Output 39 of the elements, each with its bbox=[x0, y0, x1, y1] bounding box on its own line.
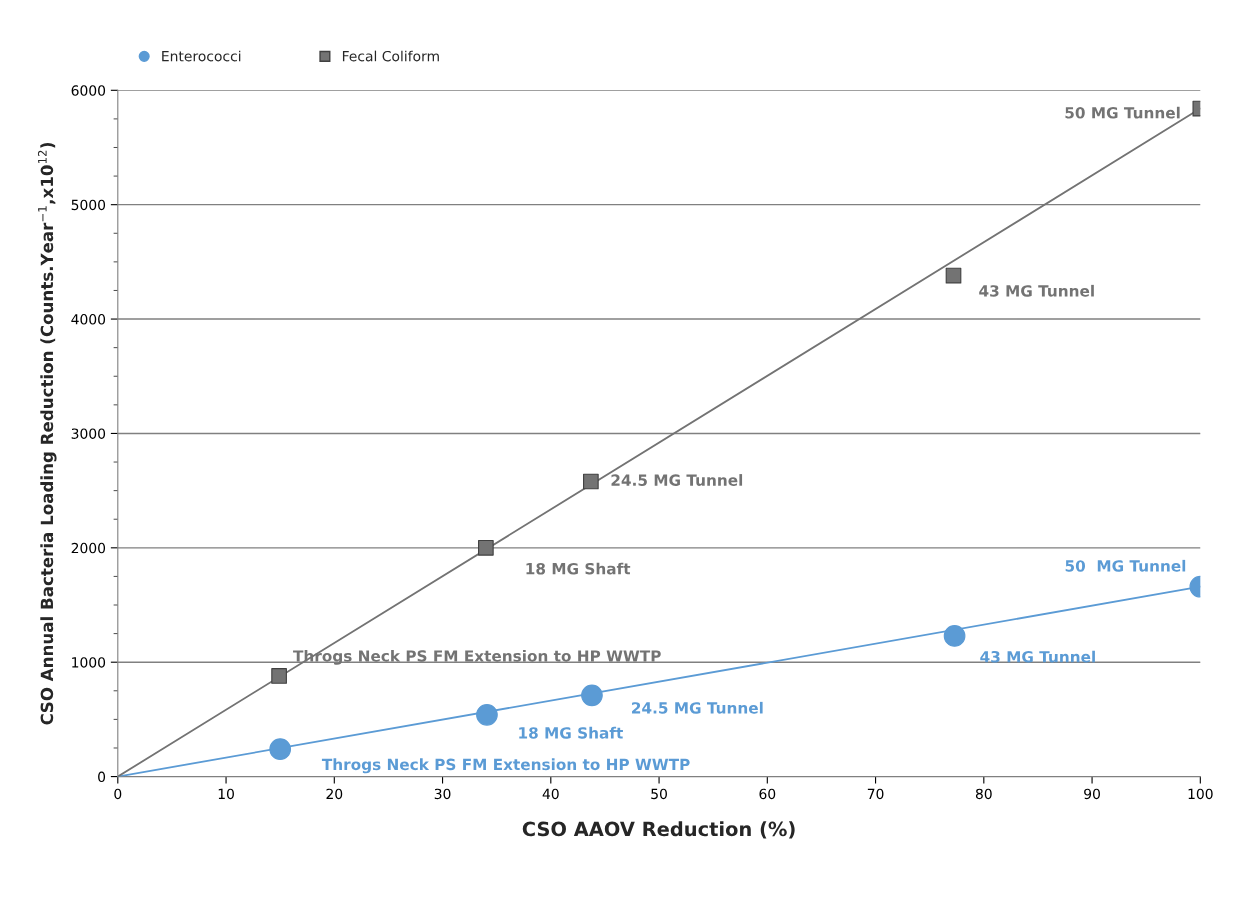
x-tick-label: 60 bbox=[759, 788, 776, 800]
y-tick-label: 2000 bbox=[71, 542, 106, 554]
point bbox=[271, 668, 287, 684]
annotation: 18 MG Shaft bbox=[519, 726, 623, 739]
x-tick-label: 50 bbox=[651, 788, 667, 800]
annotation: 18 MG Shaft bbox=[526, 562, 631, 575]
annotation: 24.5 MG Tunnel bbox=[611, 474, 743, 486]
point bbox=[478, 539, 494, 556]
x-tick-label: 90 bbox=[1084, 788, 1100, 800]
y-tick-label: 5000 bbox=[71, 199, 106, 211]
x-tick-label: 70 bbox=[867, 788, 884, 800]
annotation: 50 MG Tunnel bbox=[1065, 106, 1180, 119]
legend-label: Fecal Coliform bbox=[342, 50, 439, 62]
y-tick-label: 4000 bbox=[71, 314, 106, 325]
point bbox=[581, 684, 603, 707]
x-tick-label: 20 bbox=[326, 788, 343, 800]
x-tick-label: 40 bbox=[542, 788, 559, 800]
annotation: 24.5 MG Tunnel bbox=[632, 701, 763, 714]
y-tick-label: 6000 bbox=[71, 85, 106, 96]
x-tick-label: 0 bbox=[114, 788, 122, 800]
x-tick-label: 30 bbox=[434, 788, 451, 800]
y-tick-label: 1000 bbox=[72, 657, 106, 668]
x-axis-title: CSO AAOV Reduction (%) bbox=[522, 821, 795, 839]
annotation: 43 MG Tunnel bbox=[979, 284, 1094, 297]
annotation: 50 MG Tunnel bbox=[1065, 559, 1186, 572]
point bbox=[583, 473, 599, 490]
y-tick-label: 3000 bbox=[71, 428, 106, 439]
x-tick-label: 10 bbox=[218, 788, 234, 800]
point bbox=[945, 267, 962, 284]
annotation: 43 MG Tunnel bbox=[980, 650, 1095, 663]
point bbox=[269, 738, 292, 760]
x-tick-label: 80 bbox=[975, 788, 992, 800]
x-tick-label: 100 bbox=[1188, 788, 1213, 800]
legend-label: Enterococci bbox=[162, 50, 241, 62]
point bbox=[476, 703, 498, 726]
y-axis-title: CSO Annual Bacteria Loading Reduction (Counts.Year$^{−1}$,x10$^{12}$) bbox=[37, 142, 57, 725]
point bbox=[943, 625, 966, 647]
annotation: Throgs Neck PS FM Extension to HP WWTP bbox=[321, 758, 690, 774]
y-tick-label: 0 bbox=[98, 771, 106, 783]
